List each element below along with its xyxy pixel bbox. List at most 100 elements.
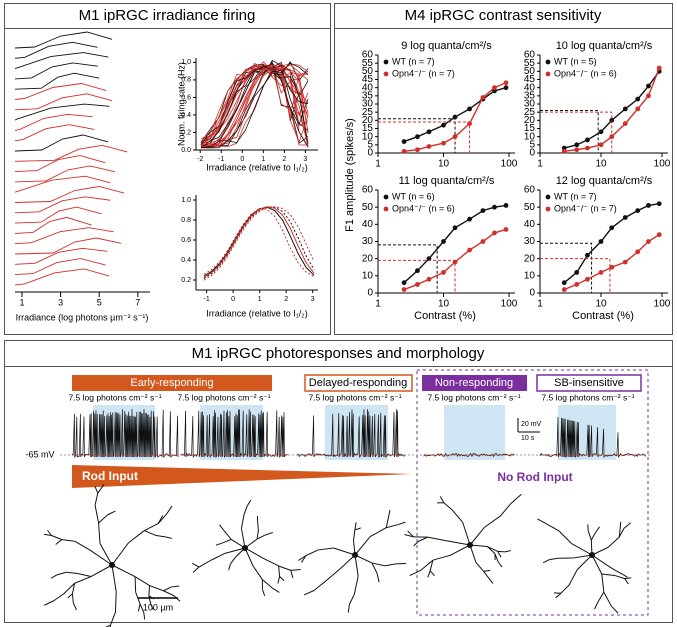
data-point: [574, 147, 580, 153]
dendrite: [618, 527, 621, 538]
rod-input-wedge: [72, 465, 412, 488]
morphology: [537, 518, 632, 614]
trace: [14, 41, 98, 59]
dendrite: [53, 593, 64, 602]
y-tick-label: 0.2: [181, 277, 191, 284]
data-point: [503, 85, 509, 91]
dendrite: [128, 530, 145, 544]
group-label: Delayed-responding: [309, 377, 407, 389]
y-tick-label: 0.0: [181, 147, 191, 154]
legend-marker: [545, 206, 551, 212]
dendrite: [484, 515, 501, 528]
stimulus-window: [444, 405, 505, 460]
data-point: [467, 247, 472, 253]
chart-title: 12 log quanta/cm²/s: [556, 175, 653, 187]
dendrite: [148, 595, 152, 605]
voltage-trace: [181, 409, 288, 459]
trace: [200, 65, 309, 148]
dendrite: [301, 555, 307, 563]
dendrite: [560, 584, 570, 594]
group-label: SB-insensitive: [554, 377, 624, 389]
trace: [14, 227, 114, 245]
x-tick-label: 1: [537, 159, 543, 170]
dendrite: [135, 592, 141, 605]
dendrite: [221, 538, 232, 544]
dendrite: [549, 557, 559, 561]
dendrite: [66, 571, 78, 574]
morphology: [191, 499, 301, 597]
dendrite: [324, 569, 340, 583]
dendrite: [228, 563, 231, 571]
trace: [200, 65, 309, 149]
dendrite: [450, 544, 471, 556]
dendrite: [265, 531, 274, 536]
voltage-trace: [539, 416, 646, 458]
x-tick-label: 2: [282, 156, 286, 163]
dendrite: [97, 483, 105, 494]
y-tick-label: 35: [362, 90, 374, 101]
dendrite: [407, 530, 414, 538]
dendrite: [413, 541, 419, 547]
dendrite: [313, 581, 326, 592]
legend-label: Opn4⁻/⁻ (n = 6): [392, 203, 455, 213]
dendrite: [409, 570, 421, 577]
data-point: [656, 65, 662, 71]
data-point: [598, 129, 604, 135]
dendrite: [601, 573, 605, 593]
data-point: [574, 270, 580, 275]
dendrite: [352, 529, 356, 541]
dendrite: [369, 527, 387, 538]
dendrite: [256, 529, 259, 540]
dendrite: [143, 612, 146, 620]
dendrite: [371, 562, 378, 574]
trace: [14, 196, 111, 214]
dendrite: [510, 493, 522, 504]
data-point: [415, 282, 420, 287]
y-tick-label: 1.0: [181, 197, 191, 204]
dendrite: [439, 496, 445, 503]
data-point: [441, 270, 446, 275]
x-tick-label: 100: [654, 299, 671, 310]
legend-label: WT (n = 5): [554, 56, 597, 66]
axis-label: Irradiance (log photons µm⁻² s⁻¹): [16, 312, 149, 322]
data-point: [646, 93, 651, 99]
trace: [14, 175, 111, 193]
data-point: [426, 129, 432, 135]
y-tick-label: 10: [524, 131, 536, 142]
y-tick-label: 50: [524, 202, 536, 213]
dendrite: [353, 576, 359, 595]
threshold-line: [540, 110, 599, 153]
y-tick-label: 25: [524, 107, 536, 118]
x-tick-label: 1: [19, 297, 24, 307]
dendrite: [605, 564, 616, 571]
x-tick-label: 100: [501, 299, 518, 310]
y-tick-label: 40: [524, 82, 536, 93]
dendrite: [462, 522, 471, 546]
dendrite: [591, 554, 603, 575]
dendrite: [198, 560, 211, 568]
x-tick-label: -1: [218, 156, 224, 163]
data-point: [598, 239, 604, 244]
dendrite: [429, 570, 435, 577]
x-tick-label: 1: [537, 299, 543, 310]
data-point: [622, 106, 628, 112]
trace: [200, 62, 309, 145]
dendrite: [94, 505, 100, 524]
trace: [201, 68, 309, 149]
morphology: [44, 483, 181, 627]
y-tick-label: 60: [362, 185, 374, 196]
data-point: [426, 144, 432, 149]
legend-label: Opn4⁻/⁻ (n = 7): [554, 203, 617, 213]
dendrite: [494, 553, 499, 563]
data-point: [480, 208, 486, 214]
dendrite: [47, 529, 52, 536]
data-point: [656, 232, 662, 238]
data-point: [492, 204, 497, 210]
dendrite: [99, 543, 113, 566]
y-tick-label: 5: [367, 139, 373, 150]
dendrite: [144, 523, 159, 532]
baseline-label: -65 mV: [25, 449, 54, 459]
threshold-line: [540, 258, 611, 293]
group-box: [416, 369, 649, 616]
